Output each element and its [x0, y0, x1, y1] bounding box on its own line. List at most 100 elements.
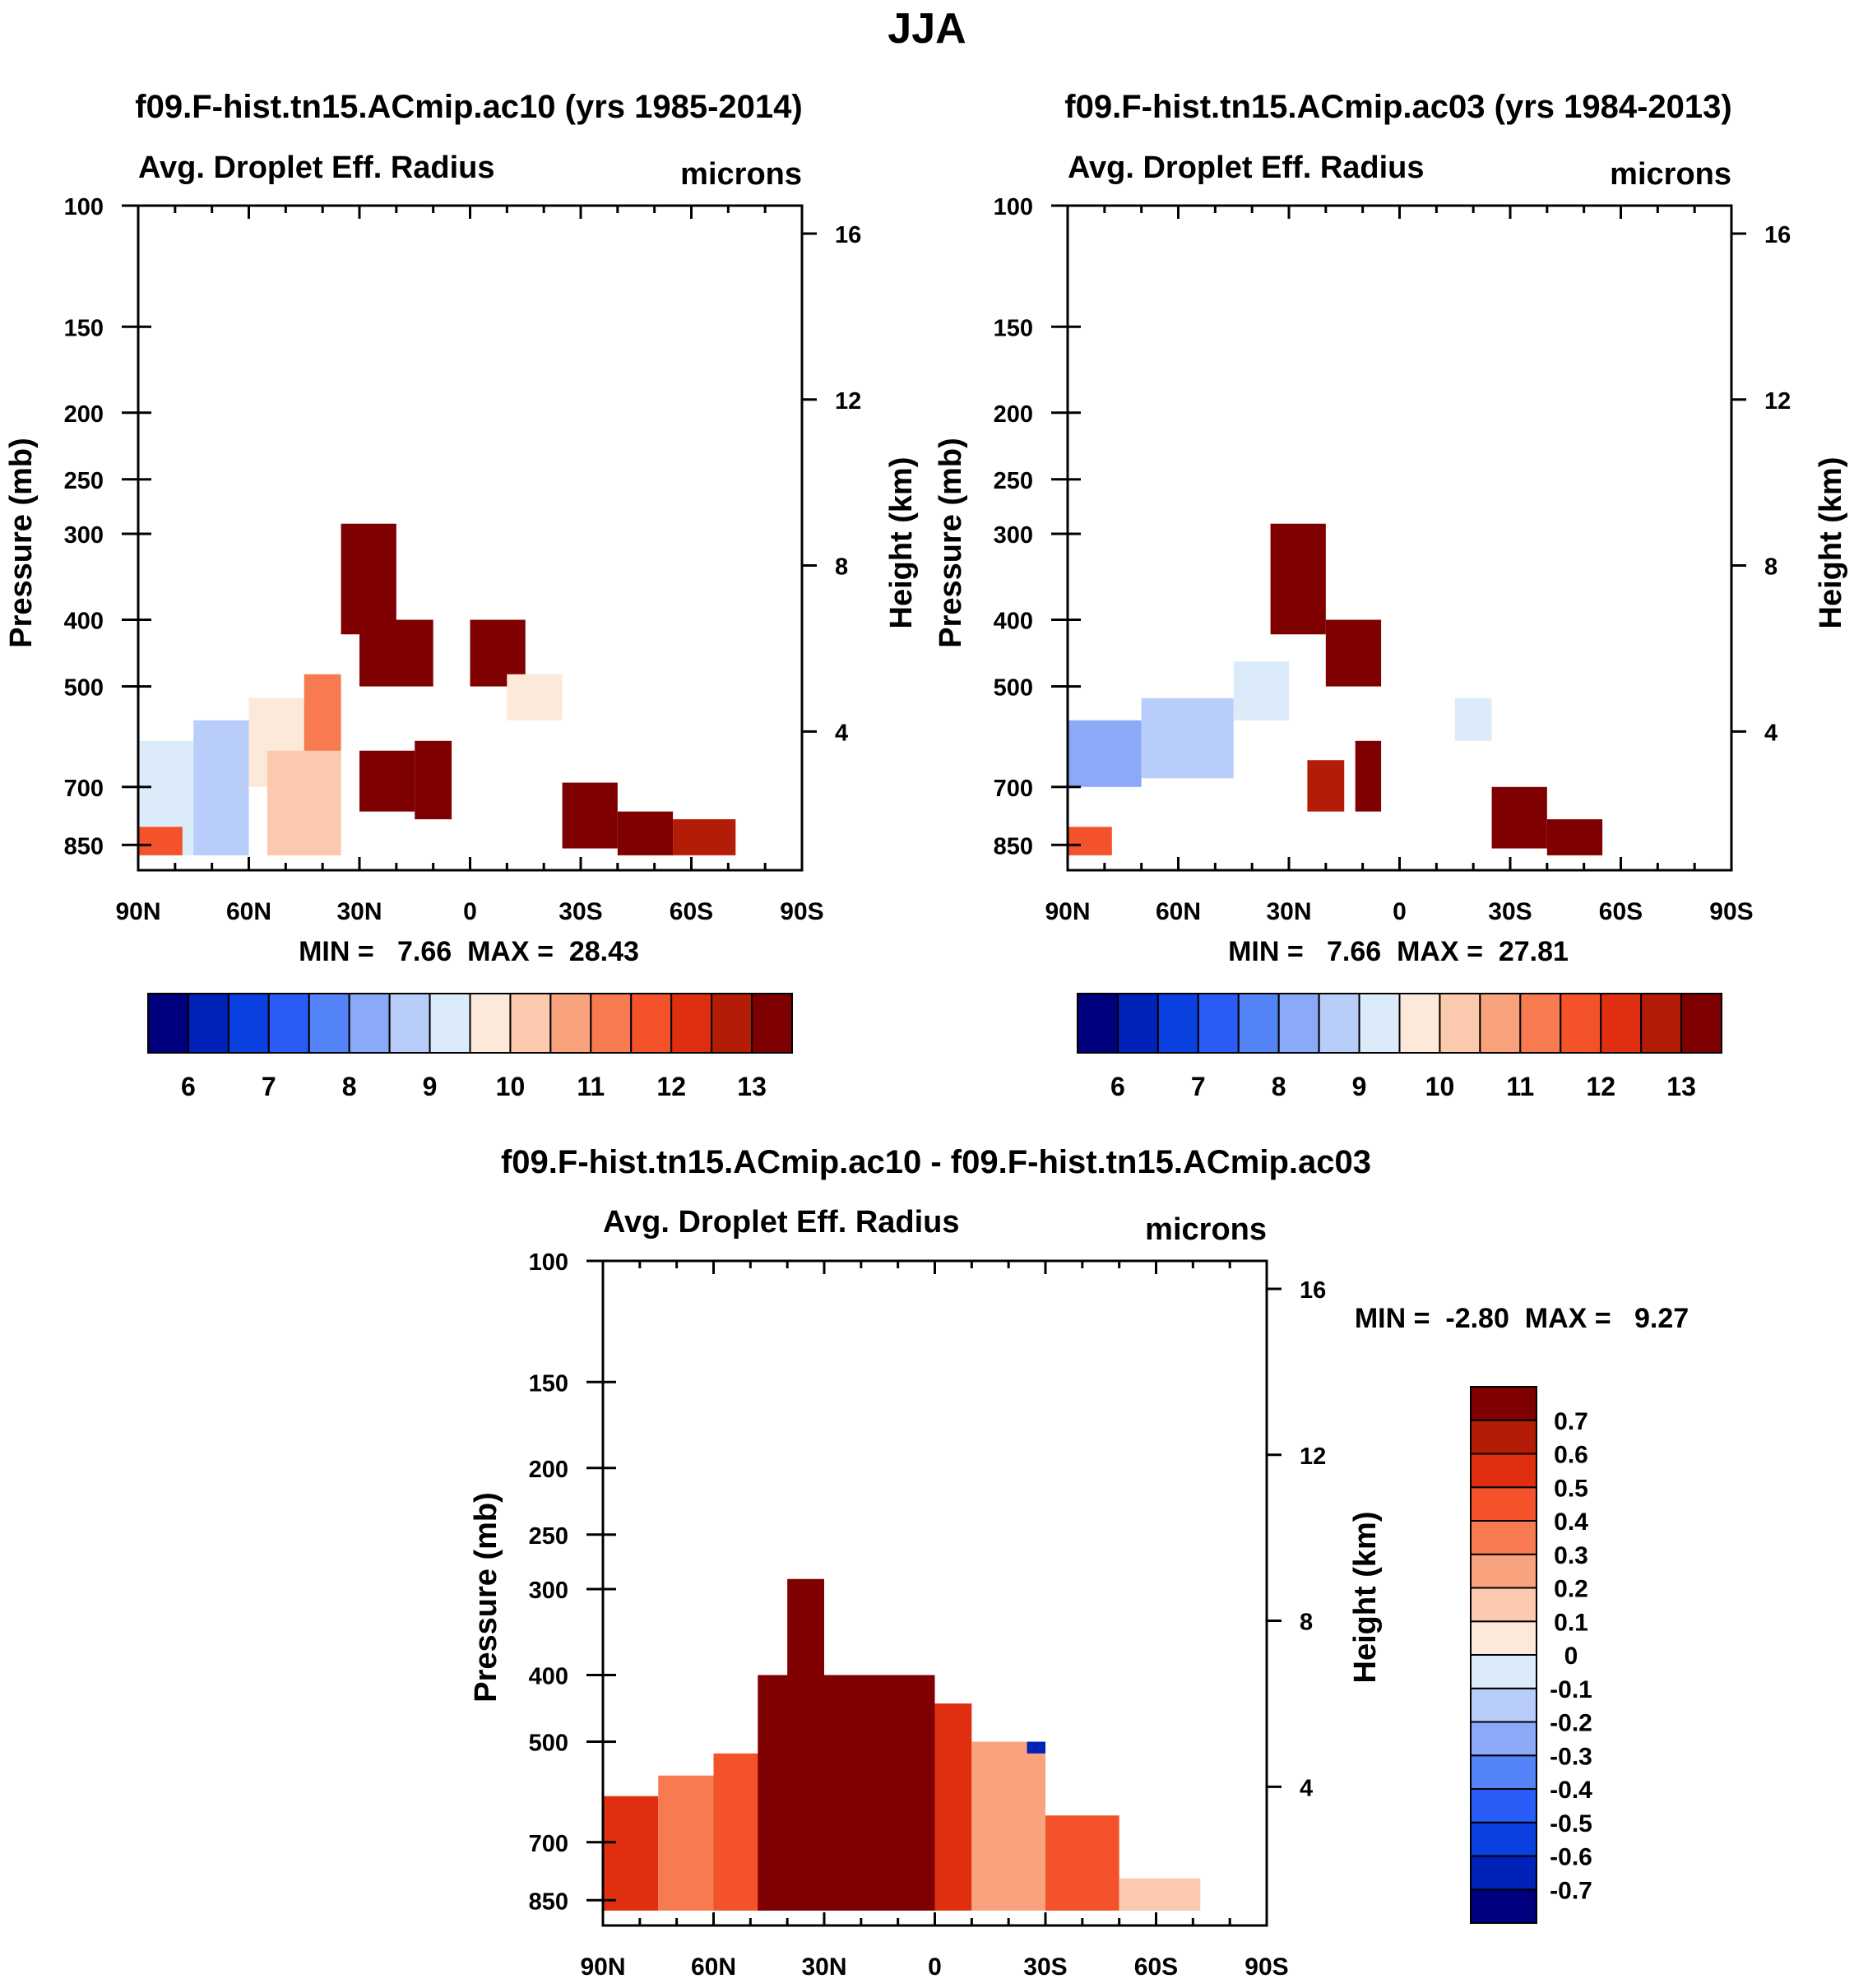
y-tick-right-label: 12 — [835, 388, 861, 415]
y-tick-label: 200 — [64, 401, 104, 428]
colorbar-swatch — [1358, 993, 1401, 1054]
y-axis-label-left: Pressure (mb) — [934, 438, 968, 648]
y-tick-label: 100 — [994, 194, 1033, 220]
data-cell — [415, 740, 452, 820]
plot-area: 90N 60N 30N 0 30S 60S 90S 100 150 200 250 300 400 500… — [994, 194, 1791, 925]
x-tick-label: 0 — [463, 898, 477, 925]
data-cell — [1068, 827, 1112, 855]
colorbar-label: 9 — [1352, 1072, 1367, 1101]
colorbar: -0.7 -0.6 -0.5 -0.4 -0.3 -0.2 -0.1 0 0.1 0.2 0.3 0.… — [1470, 1386, 1592, 1924]
data-cell — [1141, 697, 1234, 779]
colorbar-label: 0.7 — [1554, 1408, 1588, 1435]
data-cells — [138, 523, 736, 855]
data-cell — [1355, 740, 1382, 812]
colorbar-swatch — [549, 993, 592, 1054]
colorbar: 6 7 8 9 10 11 12 13 — [1077, 993, 1722, 1101]
x-tick-label: 30S — [1488, 898, 1532, 925]
colorbar-swatch — [227, 993, 270, 1054]
y-tick-label: 400 — [994, 609, 1033, 635]
y-tick-label: 150 — [64, 315, 104, 341]
colorbar-swatch — [1680, 993, 1722, 1054]
colorbar-swatch — [1077, 993, 1119, 1054]
colorbar-swatch — [711, 993, 753, 1054]
colorbar-swatch — [1470, 1788, 1537, 1823]
data-cell — [1045, 1815, 1119, 1911]
colorbar-swatch — [1197, 993, 1240, 1054]
data-cell — [603, 1796, 659, 1911]
data-cell — [1307, 760, 1345, 812]
colorbar-swatch — [1470, 1620, 1537, 1656]
colorbar-label: 13 — [737, 1072, 767, 1101]
data-cell — [193, 720, 249, 855]
y-tick-label: 500 — [64, 675, 104, 702]
data-cell — [1454, 697, 1492, 741]
colorbar-swatch — [1470, 1754, 1537, 1790]
x-tick-label: 90S — [780, 898, 823, 925]
data-cell — [507, 674, 563, 721]
colorbar-label: -0.5 — [1550, 1810, 1592, 1837]
panel-ac10: f09.F-hist.tn15.ACmip.ac10 (yrs 1985-201… — [4, 89, 919, 1101]
x-tick-label: 60S — [1599, 898, 1643, 925]
y-axis-label-left: Pressure (mb) — [469, 1492, 503, 1703]
y-tick-label: 300 — [994, 522, 1033, 549]
y-tick-label: 100 — [529, 1249, 568, 1276]
colorbar-label: -0.2 — [1550, 1710, 1592, 1737]
x-tick-label: 90S — [1709, 898, 1753, 925]
colorbar-swatch — [1398, 993, 1441, 1054]
data-cell — [359, 619, 433, 687]
colorbar-swatch — [751, 993, 793, 1054]
colorbar: 6 7 8 9 10 11 12 13 — [147, 993, 793, 1101]
colorbar-swatch — [1116, 993, 1159, 1054]
colorbar-label: 8 — [1272, 1072, 1286, 1101]
data-cells — [603, 1578, 1201, 1911]
colorbar-label: 0.5 — [1554, 1475, 1588, 1502]
colorbar-swatch — [267, 993, 310, 1054]
data-cell — [138, 827, 183, 855]
y-tick-label: 400 — [529, 1664, 568, 1690]
y-tick-right-label: 12 — [1300, 1444, 1326, 1470]
data-cell — [758, 1675, 935, 1911]
colorbar-swatch — [1470, 1855, 1537, 1891]
y-axis-label-left: Pressure (mb) — [4, 438, 39, 648]
colorbar-label: 13 — [1666, 1072, 1696, 1101]
colorbar-label: 0.3 — [1554, 1542, 1588, 1569]
colorbar-swatch — [1470, 1888, 1537, 1924]
x-tick-label: 0 — [928, 1953, 942, 1981]
panel-title: f09.F-hist.tn15.ACmip.ac10 (yrs 1985-201… — [135, 89, 802, 125]
colorbar-label: 10 — [1425, 1072, 1455, 1101]
colorbar-swatch — [147, 993, 189, 1054]
units-label: microns — [1145, 1212, 1267, 1247]
colorbar-swatch — [1439, 993, 1481, 1054]
y-tick-label: 200 — [529, 1457, 568, 1483]
x-tick-label: 60S — [670, 898, 713, 925]
x-tick-label: 30S — [559, 898, 602, 925]
colorbar-swatch — [1237, 993, 1280, 1054]
x-tick-label: 90N — [580, 1953, 625, 1981]
data-cell — [267, 750, 341, 855]
colorbar-swatch — [1470, 1553, 1537, 1589]
colorbar-swatch — [1470, 1386, 1537, 1421]
panel-title: f09.F-hist.tn15.ACmip.ac03 (yrs 1984-201… — [1064, 89, 1731, 125]
y-tick-label: 150 — [994, 315, 1033, 341]
y-tick-label: 150 — [529, 1370, 568, 1397]
variable-label: Avg. Droplet Eff. Radius — [138, 151, 495, 185]
colorbar-swatch — [1470, 1419, 1537, 1455]
data-cell — [1325, 619, 1382, 687]
colorbar-swatch — [509, 993, 552, 1054]
colorbar-swatch — [1470, 1587, 1537, 1623]
y-tick-right-label: 16 — [1764, 222, 1791, 248]
colorbar-label: 8 — [342, 1072, 357, 1101]
colorbar-label: 0.6 — [1554, 1442, 1588, 1469]
data-cell — [341, 523, 396, 635]
colorbar-swatch — [1470, 1821, 1537, 1857]
y-tick-label: 250 — [529, 1523, 568, 1550]
y-tick-label: 200 — [994, 401, 1033, 428]
colorbar-swatch — [1600, 993, 1643, 1054]
data-cell — [658, 1775, 714, 1911]
y-axis-label-right: Height (km) — [1348, 1512, 1383, 1684]
colorbar-label: 11 — [577, 1072, 605, 1101]
colorbar-swatch — [348, 993, 391, 1054]
colorbar-label: 6 — [181, 1072, 196, 1101]
colorbar-swatch — [1318, 993, 1360, 1054]
data-cell — [1233, 661, 1289, 721]
